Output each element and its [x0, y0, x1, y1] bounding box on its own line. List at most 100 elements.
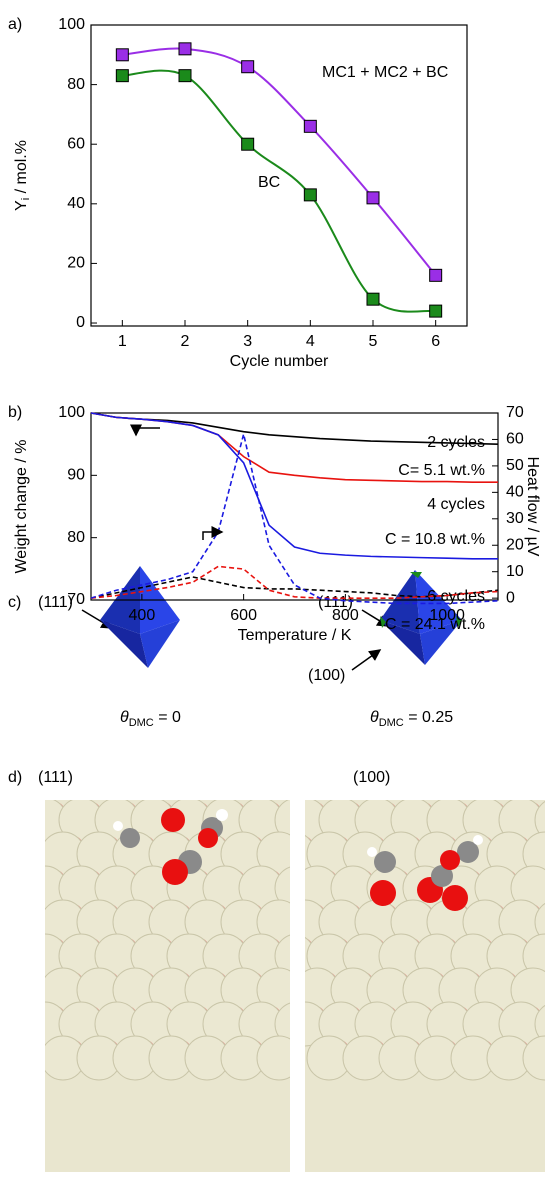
theta-label: θDMC = 0 — [120, 709, 181, 729]
atom — [9, 938, 29, 958]
atom — [0, 798, 31, 842]
facet-label: (100) — [308, 667, 345, 684]
atom — [367, 847, 377, 857]
atom — [274, 866, 290, 910]
surface-image — [0, 798, 290, 1172]
series-label: 2 cycles — [427, 434, 485, 451]
panel-d: d) (111) (100) — [0, 769, 545, 1172]
atom — [0, 1002, 31, 1046]
atom — [274, 934, 290, 978]
axis-arrow — [202, 526, 224, 540]
atom — [457, 841, 479, 863]
fit-curve — [122, 47, 437, 276]
pointer — [351, 649, 382, 671]
panel-label: a) — [8, 16, 22, 33]
marker — [366, 191, 380, 205]
facet-label: (111) — [38, 769, 73, 786]
marker — [241, 137, 255, 151]
octahedron — [420, 620, 462, 665]
atom — [0, 866, 31, 910]
axis-arrow — [130, 424, 160, 437]
panel-label: c) — [8, 594, 21, 611]
y-axis-title-part: / mol.% — [13, 140, 30, 198]
y2-tick-label: 0 — [506, 589, 515, 606]
atom — [9, 1006, 29, 1026]
atom — [370, 880, 396, 906]
y-tick-label: 60 — [67, 135, 85, 152]
annotation: C = 24.1 wt.% — [385, 616, 485, 633]
x-tick-label: 600 — [230, 607, 257, 624]
atom — [9, 870, 29, 890]
atom — [198, 828, 218, 848]
plot-frame — [90, 412, 499, 601]
atom — [45, 976, 47, 988]
y-tick-label: 0 — [76, 314, 85, 331]
y-tick-label: 20 — [67, 255, 85, 272]
y2-tick-label: 70 — [506, 404, 524, 421]
marker — [178, 69, 192, 83]
x-tick-label: 5 — [369, 333, 378, 350]
marker — [303, 119, 317, 133]
marker — [366, 292, 380, 306]
x-tick-label: 6 — [431, 333, 440, 350]
y2-tick-label: 30 — [506, 510, 524, 527]
y2-axis-title: Heat flow / µV — [524, 457, 541, 557]
facet — [410, 572, 422, 578]
y-axis-title-part: Y — [13, 200, 30, 211]
y2-tick-label: 10 — [506, 563, 524, 580]
atom — [274, 1002, 290, 1046]
atom — [534, 1004, 545, 1044]
y-axis-title: Yi / mol.% — [13, 140, 32, 211]
panel-label: d) — [8, 769, 22, 786]
atom — [442, 885, 468, 911]
atom — [45, 908, 50, 936]
marker — [178, 42, 192, 56]
series-label: MC1 + MC2 + BC — [322, 64, 448, 81]
atom — [522, 1035, 545, 1081]
atom — [45, 908, 47, 920]
x-tick-label: 4 — [306, 333, 315, 350]
surface-image — [305, 800, 545, 1172]
atom — [431, 865, 453, 887]
facet — [456, 616, 462, 628]
y2-tick-label: 50 — [506, 457, 524, 474]
octahedron — [140, 620, 180, 668]
y-tick-label: 100 — [58, 16, 85, 33]
atom — [256, 1035, 290, 1081]
octahedron — [380, 620, 425, 665]
series-label: 4 cycles — [427, 496, 485, 513]
annotation: C= 5.1 wt.% — [398, 462, 485, 479]
atom — [45, 976, 50, 1004]
atom — [473, 835, 483, 845]
octahedron — [415, 570, 462, 634]
octahedron — [380, 570, 420, 634]
y2-tick-label: 60 — [506, 431, 524, 448]
facet — [380, 616, 386, 628]
atom — [534, 902, 545, 942]
x-tick-label: 800 — [332, 607, 359, 624]
atom — [374, 851, 396, 873]
atom — [45, 1044, 47, 1056]
marker — [429, 268, 443, 282]
y2-tick-label: 20 — [506, 536, 524, 553]
atom — [522, 933, 545, 979]
y-axis-title: Weight change / % — [13, 439, 30, 573]
atom — [0, 934, 31, 978]
atom — [120, 828, 140, 848]
plot-frame — [90, 24, 468, 327]
theta-label: θDMC = 0.25 — [370, 709, 453, 729]
facet-label: (111) — [38, 594, 73, 611]
facet-label: (100) — [353, 769, 390, 786]
series-label: BC — [258, 174, 280, 191]
y2-tick-label: 40 — [506, 484, 524, 501]
atom — [113, 821, 123, 831]
x-tick-label: 400 — [129, 607, 156, 624]
y-tick-label: 70 — [67, 591, 85, 608]
x-tick-label: 2 — [181, 333, 190, 350]
series-line — [90, 412, 498, 560]
y-tick-label: 80 — [67, 76, 85, 93]
atom — [274, 800, 290, 842]
atom — [161, 808, 185, 832]
marker — [429, 304, 443, 318]
